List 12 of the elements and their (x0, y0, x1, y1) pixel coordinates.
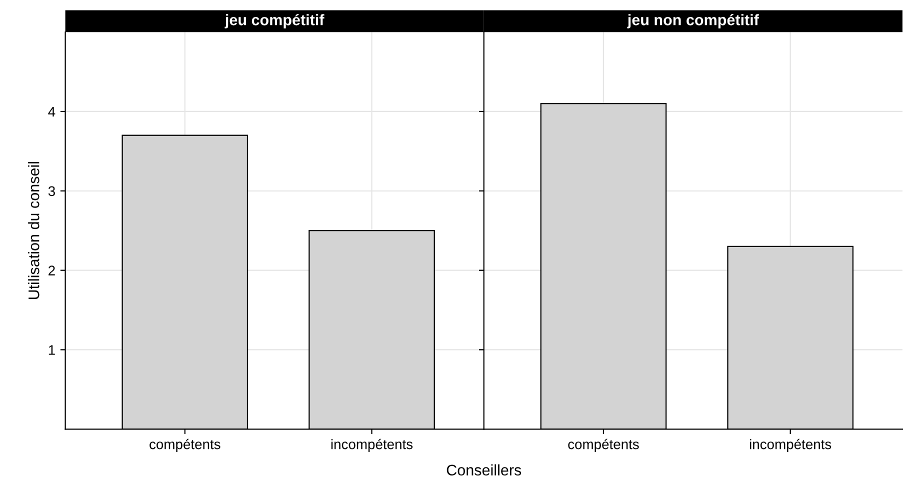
y-axis-title: Utilisation du conseil (28, 162, 40, 300)
chart-title: jeu compétitif (224, 14, 324, 28)
x-axis-title: Conseillers (446, 464, 522, 476)
x-tick-label: incompétents (331, 438, 413, 452)
x-tick-label: incompétents (750, 438, 832, 452)
y-tick-label: 1 (48, 345, 55, 355)
x-tick-label: compétents (150, 438, 220, 452)
y-tick-label: 3 (48, 186, 55, 196)
y-tick-label: 2 (48, 266, 55, 276)
chart-title: jeu non compétitif (627, 14, 759, 28)
y-tick-label: 4 (48, 106, 56, 117)
x-tick-label: compétents (568, 438, 639, 452)
